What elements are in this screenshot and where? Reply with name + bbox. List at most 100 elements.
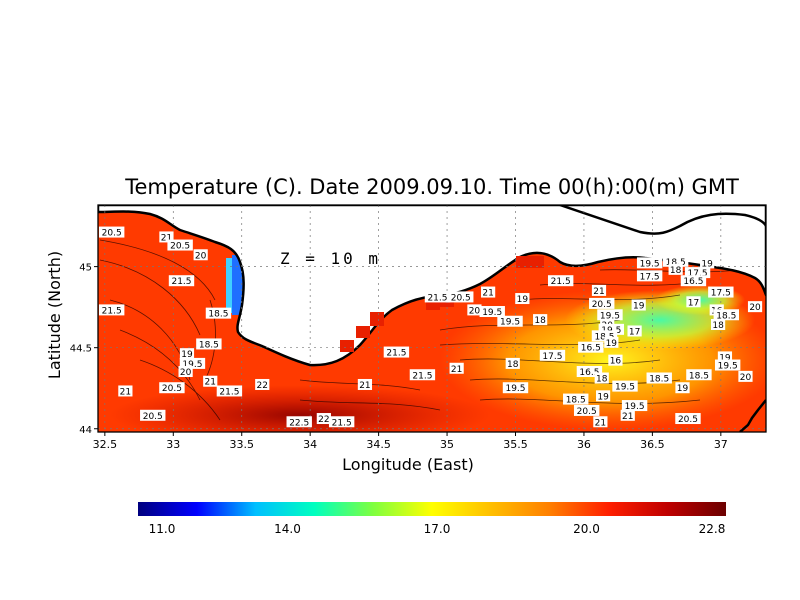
x-tick-label: 34 — [303, 438, 317, 451]
contour-label: 21.5 — [216, 385, 243, 397]
contour-label-bg — [675, 382, 690, 394]
contour-label-bg — [604, 336, 619, 348]
contour-label-bg — [596, 390, 611, 402]
contour-label-bg — [178, 366, 193, 378]
contour-label-bg — [502, 382, 529, 394]
contour-label: 18 — [533, 314, 548, 326]
contour-label-bg — [357, 378, 373, 390]
contour-label-bg — [98, 226, 125, 238]
contour-label-text: 21.5 — [551, 277, 571, 287]
contour-label-bg — [424, 291, 451, 303]
contour-label-text: 21 — [205, 378, 216, 388]
x-tick-label: 36.5 — [640, 438, 665, 451]
contour-label-text: 19.5 — [615, 383, 635, 393]
contour-label-text: 16.5 — [581, 344, 601, 354]
contour-label-bg — [646, 372, 672, 384]
contour-label-bg — [179, 348, 195, 360]
gridlines — [98, 205, 766, 432]
contour-label-text: 21.5 — [427, 293, 447, 303]
contour-label-bg — [118, 385, 133, 397]
contour-label: 20 — [747, 301, 763, 313]
colorbar-tick-label: 14.0 — [274, 522, 301, 536]
contour-label-bg — [708, 286, 734, 298]
contour-label: 18.5 — [686, 369, 712, 381]
contour-label: 19.5 — [179, 357, 206, 370]
contour-label: 17 — [627, 325, 642, 337]
contour-label: 19 — [515, 293, 530, 305]
contour-label: 21.5 — [98, 304, 125, 316]
contour-label: 17.5 — [539, 349, 566, 362]
contour-label: 19.5 — [479, 306, 505, 318]
contour-label-text: 18 — [596, 374, 608, 384]
contour-label: 21 — [449, 362, 464, 375]
contour-label-bg — [668, 263, 683, 275]
contour-label-text: 19.5 — [718, 362, 738, 372]
contour-label-text: 21.5 — [386, 349, 406, 359]
contour-label-text: 19.5 — [625, 402, 645, 412]
contour-label-text: 19 — [677, 384, 689, 394]
contour-label: 21.5 — [424, 291, 451, 303]
x-axis-label: Longitude (East) — [342, 455, 474, 474]
contour-label-bg — [717, 351, 733, 363]
contour-label-text: 22.5 — [289, 418, 309, 428]
contour-label-text: 20.5 — [170, 242, 190, 252]
contour-label: 19.5 — [636, 257, 663, 269]
contour-label-text: 20 — [180, 368, 192, 378]
contour-label-text: 18.5 — [689, 371, 709, 381]
contour-label-bg — [700, 257, 715, 269]
contour-label: 18.5 — [196, 338, 222, 350]
contour-label-text: 19.5 — [482, 308, 502, 318]
contour-label-bg — [193, 249, 208, 261]
contour-label-bg — [203, 375, 218, 387]
caucasus-coastline — [739, 399, 766, 432]
contour-label: 17.5 — [708, 286, 734, 299]
contour-label-text: 21 — [359, 381, 370, 391]
contour-label-bg — [547, 275, 574, 287]
contour-label-text: 18.5 — [666, 258, 686, 268]
contour-label-text: 17 — [629, 327, 640, 337]
contour-label-bg — [573, 404, 600, 416]
contour-label: 21.5 — [328, 416, 355, 428]
contour-label-bg — [140, 409, 166, 421]
contour-label-bg — [563, 393, 589, 405]
x-tick-label: 33.5 — [229, 438, 254, 451]
colorbar-tick-label: 11.0 — [149, 522, 176, 536]
x-tick-label: 36 — [577, 438, 591, 451]
contour-label: 22 — [255, 378, 270, 391]
contour-label-text: 21 — [161, 233, 172, 243]
contour-label: 20 — [738, 370, 753, 383]
contour-label: 21 — [203, 375, 218, 388]
contour-label-text: 18 — [670, 266, 682, 276]
contour-label-text: 19.5 — [182, 360, 202, 370]
colorbar-tick-label: 22.8 — [699, 522, 726, 536]
contour-label-bg — [593, 416, 608, 428]
contour-label-bg — [539, 349, 566, 361]
contour-label-bg — [686, 296, 701, 308]
contour-label-text: 17.5 — [688, 269, 708, 279]
contour-label-text: 19 — [719, 353, 731, 363]
contour-label-text: 20 — [469, 306, 481, 316]
y-axis-label: Latitude (North) — [45, 251, 64, 379]
contour-label: 21 — [591, 284, 607, 297]
contour-label-text: 22 — [318, 415, 329, 425]
northern-coastline-detail — [559, 205, 766, 235]
contour-label-bg — [578, 341, 604, 353]
contour-label: 20.5 — [159, 382, 185, 394]
contour-label-bg — [383, 346, 410, 358]
contour-label-text: 19.5 — [600, 311, 620, 321]
contour-label: 21 — [357, 378, 373, 391]
contour-label-text: 21.5 — [219, 387, 239, 397]
contour-label-text: 20 — [195, 251, 207, 261]
contour-label-bg — [621, 400, 648, 412]
contour-label: 18.5 — [713, 309, 740, 321]
contour-label: 18 — [668, 263, 683, 276]
contour-label-bg — [738, 370, 753, 382]
contour-label-text: 19 — [517, 295, 529, 305]
contour-label: 21 — [118, 385, 133, 397]
contour-label-text: 20 — [749, 303, 761, 313]
contour-label-text: 22 — [257, 381, 268, 391]
contour-label: 20.5 — [98, 226, 125, 239]
